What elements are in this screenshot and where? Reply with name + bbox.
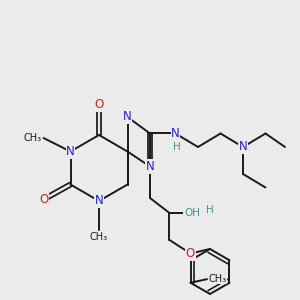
Text: N: N [238, 140, 247, 154]
Text: H: H [206, 205, 214, 215]
Text: N: N [94, 194, 103, 208]
Text: N: N [146, 160, 154, 173]
Text: CH₃: CH₃ [90, 232, 108, 242]
Text: O: O [186, 247, 195, 260]
Text: N: N [66, 145, 75, 158]
Text: OH: OH [184, 208, 200, 218]
Text: N: N [123, 110, 132, 124]
Text: O: O [94, 98, 103, 112]
Text: O: O [39, 193, 48, 206]
Text: N: N [171, 127, 180, 140]
Text: CH₃: CH₃ [208, 274, 226, 284]
Text: CH₃: CH₃ [24, 133, 42, 143]
Text: H: H [173, 142, 181, 152]
